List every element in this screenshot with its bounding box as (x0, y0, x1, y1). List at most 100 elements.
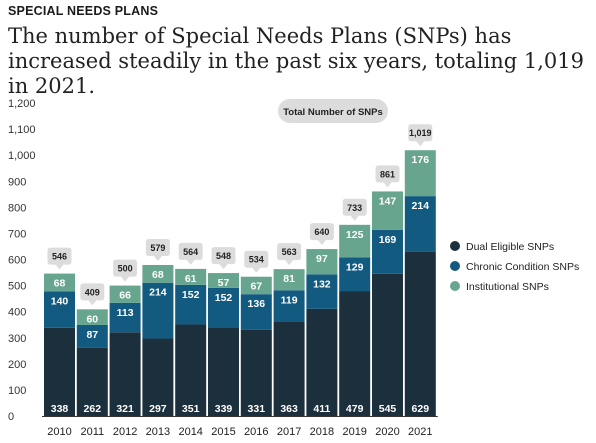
bar-segment-chronic (372, 229, 403, 274)
total-value-label: 1,019 (409, 128, 432, 138)
bar-value-label: 297 (149, 403, 167, 415)
y-tick-label: 1,200 (8, 98, 36, 110)
x-tick-label: 2014 (178, 426, 202, 438)
legend-swatch-chronic (450, 261, 460, 271)
y-tick-label: 1,000 (8, 150, 36, 162)
legend-swatch-dual (450, 241, 460, 251)
bar-segment-dual (44, 327, 75, 416)
bar-segment-chronic (142, 282, 174, 339)
total-value-label: 579 (150, 243, 165, 253)
bar-value-label: 97 (316, 253, 328, 265)
bar-segment-chronic (306, 274, 338, 309)
x-tick-label: 2017 (277, 426, 301, 438)
bar-segment-dual (175, 324, 207, 416)
bar-value-label: 169 (379, 234, 397, 246)
bar-value-label: 87 (86, 329, 98, 341)
bar-value-label: 60 (86, 313, 98, 325)
y-tick-label: 700 (8, 228, 26, 240)
bar-segment-chronic (208, 287, 239, 328)
bar-segment-institutional (372, 191, 403, 230)
y-tick-label: 600 (8, 255, 26, 267)
bar-segment-dual (273, 321, 305, 416)
bar-value-label: 119 (281, 294, 298, 306)
bar-value-label: 321 (116, 403, 134, 415)
y-tick-label: 500 (8, 281, 26, 293)
bar-value-label: 113 (117, 307, 134, 319)
bar-value-label: 140 (51, 295, 69, 307)
total-value-label: 409 (85, 287, 100, 297)
total-callout-bubble (244, 250, 269, 273)
x-tick-label: 2011 (80, 426, 104, 438)
bar-segment-chronic (240, 294, 272, 330)
y-tick-label: 0 (8, 411, 14, 423)
bar-segment-institutional (208, 273, 239, 288)
total-value-label: 546 (52, 252, 67, 262)
total-callout-bubble (375, 165, 400, 188)
total-callout-bubble (408, 124, 433, 147)
bar-segment-institutional (109, 285, 141, 303)
y-tick-label: 200 (8, 359, 26, 371)
eyebrow-title: SPECIAL NEEDS PLANS (8, 4, 159, 18)
bar-segment-institutional (306, 249, 338, 275)
bar-value-label: 147 (379, 195, 397, 207)
totals-pill-background (278, 99, 388, 123)
bar-value-label: 331 (248, 403, 266, 415)
bar-value-label: 152 (182, 289, 200, 301)
bar-segment-dual (240, 329, 272, 416)
bar-segment-dual (109, 332, 141, 416)
bar-value-label: 129 (346, 261, 364, 273)
total-callout-bubble (277, 243, 302, 266)
bar-segment-chronic (404, 196, 436, 252)
bar-segment-dual (372, 273, 403, 416)
x-tick-label: 2020 (375, 426, 399, 438)
bar-value-label: 125 (346, 229, 364, 241)
bar-value-label: 61 (185, 273, 197, 285)
bar-value-label: 339 (215, 403, 233, 415)
bar-value-label: 81 (283, 273, 295, 285)
bar-segment-dual (404, 251, 436, 416)
bar-segment-institutional (44, 273, 75, 292)
bar-segment-institutional (404, 150, 436, 197)
bar-value-label: 132 (313, 278, 331, 290)
bar-value-label: 67 (250, 281, 262, 293)
total-value-label: 563 (282, 247, 297, 257)
total-callout-bubble (145, 238, 170, 261)
y-tick-label: 1,100 (8, 124, 36, 136)
bar-value-label: 68 (54, 278, 66, 290)
total-value-label: 861 (380, 169, 395, 179)
x-tick-label: 2013 (146, 426, 170, 438)
x-tick-label: 2016 (244, 426, 268, 438)
total-callout-bubble (47, 247, 72, 270)
bar-segment-chronic (339, 257, 371, 292)
x-tick-label: 2021 (408, 426, 432, 438)
x-axis: 2010 2011 2012 2013 2014 2015 2016 2017 2018 2019… (42, 416, 438, 438)
bar-segment-dual (208, 327, 239, 416)
y-tick-label: 800 (8, 202, 26, 214)
total-callout-bubble (309, 223, 334, 246)
bar-segment-institutional (175, 268, 207, 285)
bar-segment-institutional (142, 264, 174, 283)
bar-value-label: 68 (152, 269, 164, 281)
totals-pill-label: Total Number of SNPs (283, 107, 383, 118)
bar-segment-dual (142, 338, 174, 416)
bar-segment-chronic (109, 302, 141, 333)
bar-value-label: 351 (182, 403, 200, 415)
bar-segment-dual (306, 308, 338, 416)
x-tick-label: 2010 (47, 426, 71, 438)
bar-value-label: 152 (215, 292, 233, 304)
total-callout-bubble (211, 247, 236, 270)
legend-swatch-institutional (450, 281, 460, 291)
chart-headline: The number of Special Needs Plans (SNPs)… (8, 24, 584, 98)
bar-series-group: 338 140 68 546 262 87 60 409 321 113 66 500 297 214 68… (44, 124, 436, 416)
bar-segment-chronic (44, 291, 75, 328)
total-value-label: 500 (118, 264, 133, 274)
y-axis: 0 100 200 300 400 500 600 700 800 900 1,000 1,100 1,… (8, 98, 36, 423)
bar-segment-institutional (339, 224, 371, 258)
bar-value-label: 214 (412, 200, 430, 212)
bar-segment-dual (339, 291, 371, 416)
x-tick-label: 2012 (113, 426, 137, 438)
x-tick-label: 2018 (310, 426, 334, 438)
total-value-label: 640 (314, 227, 329, 237)
y-tick-label: 400 (8, 307, 26, 319)
x-tick-label: 2019 (342, 426, 366, 438)
